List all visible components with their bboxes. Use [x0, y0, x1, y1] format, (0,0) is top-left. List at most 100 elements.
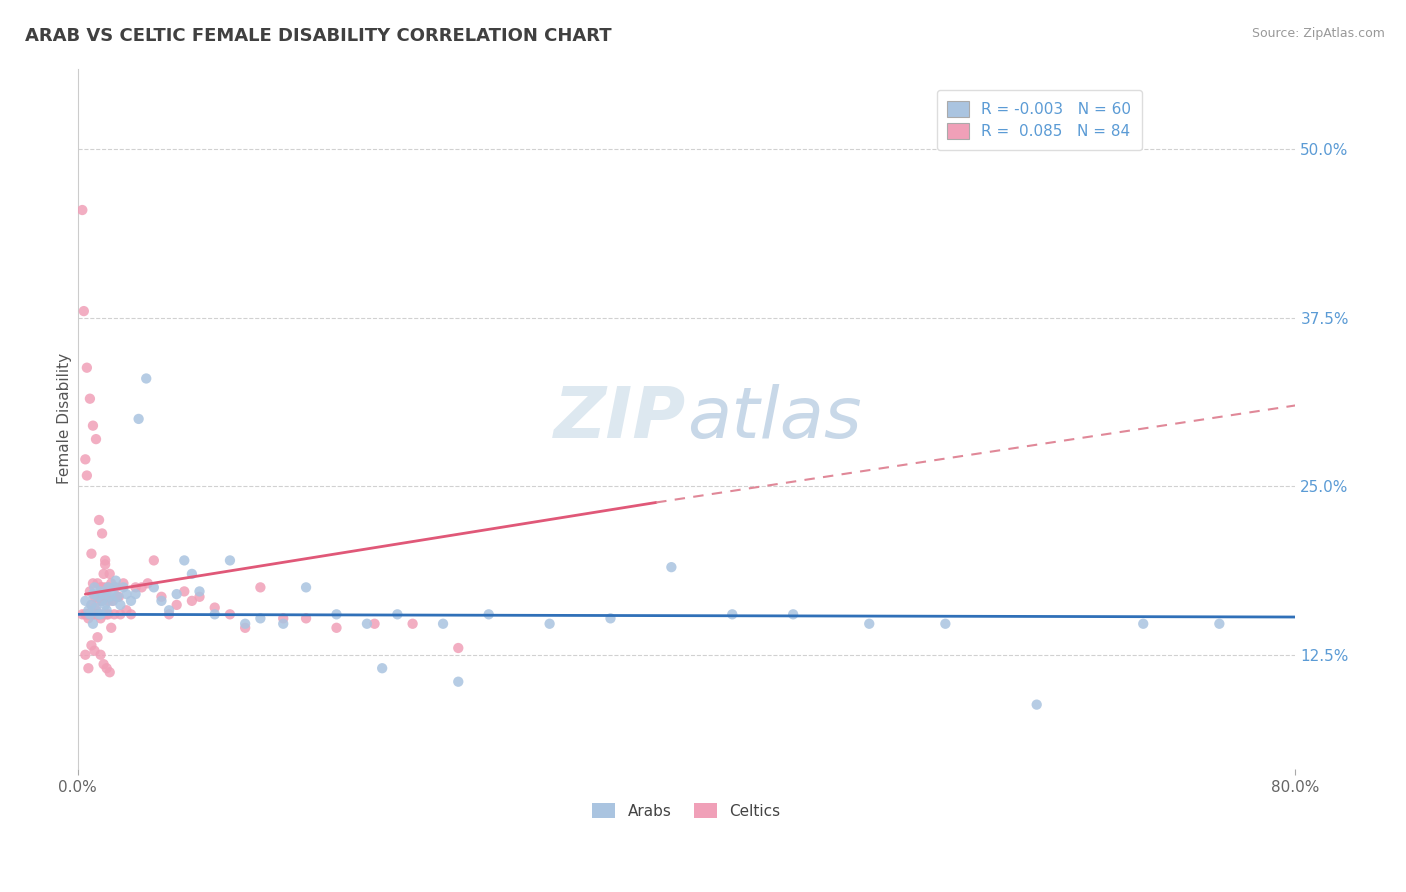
Point [120, 594, 142, 608]
Point [110, 607, 132, 622]
Point [101, 594, 124, 608]
Point [128, 412, 150, 426]
Point [96, 661, 118, 675]
Point [73, 304, 96, 318]
Point [75, 648, 97, 662]
Point [180, 566, 202, 581]
Point [173, 584, 195, 599]
Point [94, 558, 117, 572]
Point [82, 418, 104, 433]
Point [105, 590, 128, 604]
Point [97, 580, 120, 594]
Point [87, 607, 110, 622]
Point [84, 607, 107, 622]
Point [204, 600, 226, 615]
Point [219, 553, 242, 567]
Text: ZIP: ZIP [554, 384, 686, 453]
Point [934, 616, 956, 631]
Point [150, 594, 173, 608]
Point [112, 576, 135, 591]
Point [79, 584, 101, 599]
Point [77, 661, 100, 675]
Point [93, 657, 115, 672]
Point [87, 513, 110, 527]
Point [447, 674, 470, 689]
Point [325, 607, 347, 622]
Point [401, 616, 423, 631]
Point [204, 607, 226, 622]
Point [180, 594, 202, 608]
Point [103, 607, 125, 622]
Point [104, 580, 127, 594]
Point [80, 598, 103, 612]
Point [131, 580, 153, 594]
Point [72, 607, 94, 622]
Point [80, 638, 103, 652]
Point [91, 580, 114, 594]
Point [387, 607, 409, 622]
Point [233, 616, 256, 631]
Point [77, 611, 100, 625]
Point [91, 594, 114, 608]
Point [166, 587, 188, 601]
Point [93, 607, 115, 622]
Point [142, 553, 165, 567]
Text: ARAB VS CELTIC FEMALE DISABILITY CORRELATION CHART: ARAB VS CELTIC FEMALE DISABILITY CORRELA… [25, 27, 612, 45]
Point [124, 587, 146, 601]
Point [249, 611, 271, 625]
Point [86, 607, 108, 622]
Point [86, 590, 108, 604]
Point [120, 607, 142, 622]
Point [108, 590, 131, 604]
Point [188, 590, 211, 604]
Point [101, 594, 124, 608]
Point [75, 452, 97, 467]
Point [100, 621, 122, 635]
Point [96, 607, 118, 622]
Point [87, 607, 110, 622]
Point [93, 587, 115, 601]
Text: atlas: atlas [686, 384, 862, 453]
Point [371, 661, 394, 675]
Point [325, 621, 347, 635]
Point [104, 574, 127, 588]
Point [782, 607, 804, 622]
Point [84, 432, 107, 446]
Point [96, 603, 118, 617]
Point [97, 594, 120, 608]
Point [112, 580, 135, 594]
Point [82, 607, 104, 622]
Point [72, 202, 94, 217]
Point [115, 587, 138, 601]
Legend: Arabs, Celtics: Arabs, Celtics [586, 797, 787, 825]
Point [478, 607, 501, 622]
Point [271, 611, 294, 625]
Point [83, 590, 105, 604]
Point [249, 580, 271, 594]
Point [219, 607, 242, 622]
Point [1132, 616, 1154, 631]
Point [124, 580, 146, 594]
Point [87, 594, 110, 608]
Point [86, 630, 108, 644]
Point [77, 607, 100, 622]
Point [90, 607, 112, 622]
Point [96, 590, 118, 604]
Point [1208, 616, 1230, 631]
Point [82, 587, 104, 601]
Point [295, 611, 318, 625]
Point [447, 640, 470, 655]
Point [94, 598, 117, 612]
Point [90, 611, 112, 625]
Point [103, 580, 125, 594]
Point [82, 616, 104, 631]
Point [76, 360, 98, 375]
Point [166, 598, 188, 612]
Point [721, 607, 744, 622]
Point [157, 603, 180, 617]
Point [100, 584, 122, 599]
Point [90, 584, 112, 599]
Point [80, 547, 103, 561]
Point [98, 665, 121, 680]
Point [97, 580, 120, 594]
